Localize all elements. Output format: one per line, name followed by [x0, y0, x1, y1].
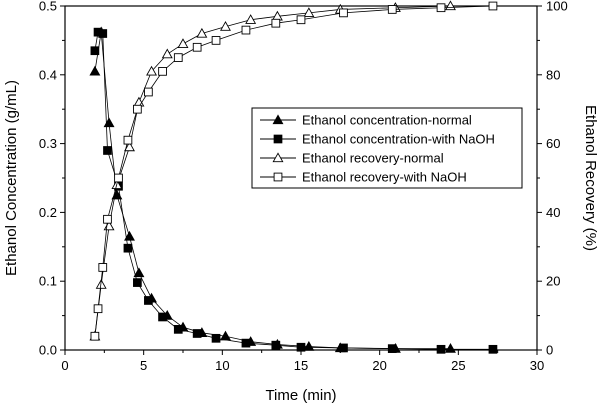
x-tick-label: 10 [215, 358, 229, 373]
y-left-tick-label: 0.2 [39, 205, 57, 220]
data-point [98, 29, 108, 38]
data-point [103, 214, 112, 224]
data-point [339, 8, 348, 18]
data-point [196, 27, 208, 38]
x-tick-label: 30 [530, 358, 544, 373]
legend-label: Ethanol recovery-with NaOH [302, 170, 467, 185]
data-point [387, 344, 397, 353]
data-point [271, 18, 281, 28]
y-left-tick-label: 0.1 [39, 274, 57, 289]
x-tick-label: 5 [140, 358, 147, 373]
legend-item: Ethanol concentration-with NaOH [260, 132, 495, 147]
legend-label: Ethanol recovery-normal [302, 151, 444, 166]
y-left-tick-label: 0.5 [39, 0, 57, 14]
data-point [103, 146, 112, 155]
data-point [211, 333, 221, 343]
data-point [444, 343, 456, 353]
legend-label: Ethanol concentration-normal [302, 113, 472, 128]
data-point [177, 38, 189, 48]
legend-item: Ethanol concentration-normal [260, 113, 472, 128]
legend-marker [273, 172, 283, 182]
y-axis-left-title: Ethanol Concentration (g/mL) [3, 80, 20, 276]
data-point [103, 117, 115, 128]
legend: Ethanol concentration-normal Ethanol conc… [251, 107, 523, 189]
x-tick-label: 0 [61, 358, 68, 373]
data-point [144, 87, 153, 97]
data-point [436, 3, 446, 13]
data-point [158, 312, 167, 322]
series-layer [89, 0, 498, 354]
data-point [339, 343, 348, 353]
data-point [144, 296, 153, 305]
data-point [192, 42, 202, 52]
data-point [133, 278, 142, 287]
legend-box [251, 107, 523, 189]
y-right-tick-label: 40 [546, 205, 560, 220]
x-tick-label: 15 [294, 358, 308, 373]
x-tick-label: 20 [372, 358, 386, 373]
legend-label: Ethanol concentration-with NaOH [302, 132, 495, 147]
x-axis-title: Time (min) [265, 387, 336, 404]
data-point [90, 331, 100, 341]
data-point [296, 15, 306, 25]
axes-layer: 0 5 10 15 20 25 30 0.0 0.1 0.2 0.3 0.4 0.5 0 20 40 60 80 1… [39, 0, 568, 373]
y-left-tick-label: 0.4 [39, 67, 57, 82]
data-point [303, 7, 315, 18]
y-right-tick-label: 60 [546, 136, 560, 151]
data-point [124, 141, 135, 152]
data-point [488, 1, 498, 11]
data-point [211, 36, 221, 45]
data-point [241, 25, 251, 35]
y-left-tick-label: 0.0 [39, 343, 57, 358]
data-point [436, 344, 446, 354]
data-point [146, 65, 158, 76]
y-right-tick-label: 100 [546, 0, 568, 14]
series-3 [90, 1, 498, 341]
data-point [192, 329, 202, 338]
data-point [158, 67, 167, 76]
data-point [296, 342, 306, 352]
data-point [241, 338, 251, 348]
data-point [89, 65, 101, 76]
x-tick-label: 25 [451, 358, 465, 373]
legend-item: Ethanol recovery-normal [260, 151, 444, 166]
data-point [124, 230, 135, 241]
data-point [98, 263, 108, 272]
data-point [161, 48, 173, 59]
data-point [114, 173, 123, 183]
data-point [220, 21, 231, 31]
data-point [123, 135, 133, 145]
legend-marker [272, 114, 284, 125]
data-point [133, 267, 145, 278]
legend-item: Ethanol recovery-with NaOH [260, 170, 467, 185]
y-right-tick-label: 20 [546, 274, 560, 289]
data-point [93, 304, 103, 314]
data-point [245, 14, 257, 24]
data-point [123, 243, 133, 253]
legend-items: Ethanol concentration-normal Ethanol conc… [260, 113, 495, 185]
data-point [303, 340, 315, 351]
y-axis-right-title: Ethanol Recovery (%) [582, 105, 599, 251]
legend-marker [273, 134, 283, 144]
data-point [173, 53, 183, 62]
y-right-tick-label: 80 [546, 67, 560, 82]
y-left-tick-label: 0.3 [39, 136, 57, 151]
data-point [271, 340, 281, 350]
data-point [387, 5, 397, 14]
legend-marker [272, 152, 284, 163]
data-point [488, 344, 498, 354]
series-1 [90, 27, 498, 354]
y-right-tick-label: 0 [546, 343, 553, 358]
data-point [173, 325, 183, 334]
data-point [133, 104, 142, 114]
data-point [90, 46, 100, 56]
